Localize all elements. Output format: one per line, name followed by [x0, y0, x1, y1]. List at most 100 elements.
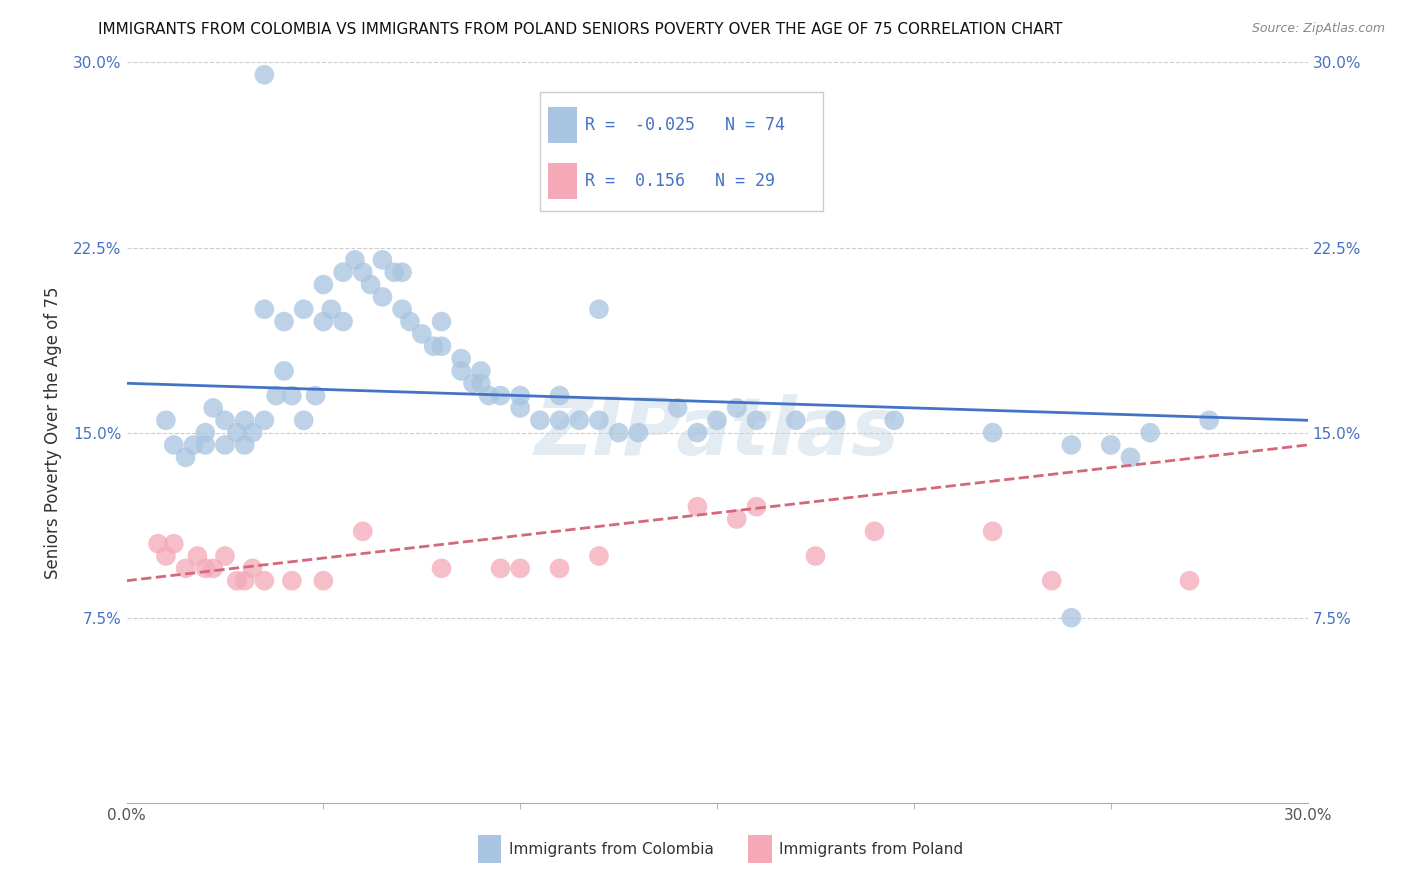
Point: [863, 524, 886, 539]
Point: [548, 388, 571, 402]
Point: [568, 413, 591, 427]
Point: [183, 438, 205, 452]
Point: [146, 536, 169, 550]
Point: [194, 425, 217, 440]
Point: [706, 413, 728, 427]
Point: [225, 574, 247, 588]
Point: [292, 413, 315, 427]
Point: [174, 561, 197, 575]
Text: IMMIGRANTS FROM COLOMBIA VS IMMIGRANTS FROM POLAND SENIORS POVERTY OVER THE AGE : IMMIGRANTS FROM COLOMBIA VS IMMIGRANTS F…: [98, 22, 1063, 37]
Point: [233, 438, 256, 452]
Point: [627, 154, 650, 169]
Point: [1060, 610, 1083, 624]
Point: [745, 166, 768, 180]
Point: [588, 302, 610, 317]
Point: [194, 561, 217, 575]
Point: [174, 450, 197, 465]
Point: [422, 339, 444, 353]
Point: [253, 413, 276, 427]
Point: [225, 425, 247, 440]
Point: [253, 68, 276, 82]
Point: [785, 413, 807, 427]
Point: [186, 549, 208, 563]
Point: [352, 524, 374, 539]
Point: [509, 401, 531, 415]
Point: [304, 388, 326, 402]
Point: [1040, 574, 1063, 588]
Point: [214, 438, 236, 452]
Point: [273, 364, 295, 378]
Point: [233, 574, 256, 588]
Point: [824, 413, 846, 427]
Point: [155, 413, 177, 427]
Point: [332, 265, 354, 279]
Point: [360, 277, 382, 292]
Point: [214, 413, 236, 427]
Point: [332, 314, 354, 328]
Point: [242, 561, 264, 575]
Point: [450, 351, 472, 366]
Point: [1139, 425, 1161, 440]
Point: [411, 326, 433, 341]
Point: [312, 277, 335, 292]
Point: [430, 339, 453, 353]
Point: [343, 252, 366, 267]
Point: [312, 314, 335, 328]
Point: [202, 561, 225, 575]
Point: [202, 401, 225, 415]
Point: [321, 302, 343, 317]
Point: [1178, 574, 1201, 588]
Point: [1099, 438, 1122, 452]
Point: [233, 413, 256, 427]
Y-axis label: Seniors Poverty Over the Age of 75: Seniors Poverty Over the Age of 75: [44, 286, 62, 579]
Point: [588, 549, 610, 563]
Point: [478, 388, 501, 402]
Point: [163, 438, 186, 452]
Point: [430, 561, 453, 575]
Point: [371, 290, 394, 304]
Point: [312, 574, 335, 588]
Point: [981, 524, 1004, 539]
Point: [253, 574, 276, 588]
Point: [430, 314, 453, 328]
Point: [686, 425, 709, 440]
Point: [981, 425, 1004, 440]
Point: [745, 500, 768, 514]
Point: [588, 413, 610, 427]
Point: [163, 536, 186, 550]
Point: [1060, 438, 1083, 452]
Point: [725, 401, 748, 415]
Point: [273, 314, 295, 328]
Point: [509, 388, 531, 402]
Text: ZIPatlas: ZIPatlas: [534, 393, 900, 472]
Point: [1119, 450, 1142, 465]
Point: [264, 388, 287, 402]
Point: [382, 265, 405, 279]
Point: [391, 265, 413, 279]
Point: [155, 549, 177, 563]
Point: [548, 413, 571, 427]
Point: [804, 549, 827, 563]
Point: [883, 413, 905, 427]
Point: [281, 388, 304, 402]
Point: [470, 376, 492, 391]
Point: [450, 364, 472, 378]
Point: [725, 512, 748, 526]
Point: [745, 413, 768, 427]
Point: [1198, 413, 1220, 427]
Point: [686, 500, 709, 514]
Point: [627, 425, 650, 440]
Point: [509, 561, 531, 575]
Point: [461, 376, 484, 391]
Point: [548, 561, 571, 575]
Text: Source: ZipAtlas.com: Source: ZipAtlas.com: [1251, 22, 1385, 36]
Point: [194, 438, 217, 452]
Point: [214, 549, 236, 563]
Point: [371, 252, 394, 267]
Point: [253, 302, 276, 317]
Point: [352, 265, 374, 279]
Point: [391, 302, 413, 317]
Point: [292, 302, 315, 317]
Point: [281, 574, 304, 588]
Point: [399, 314, 422, 328]
